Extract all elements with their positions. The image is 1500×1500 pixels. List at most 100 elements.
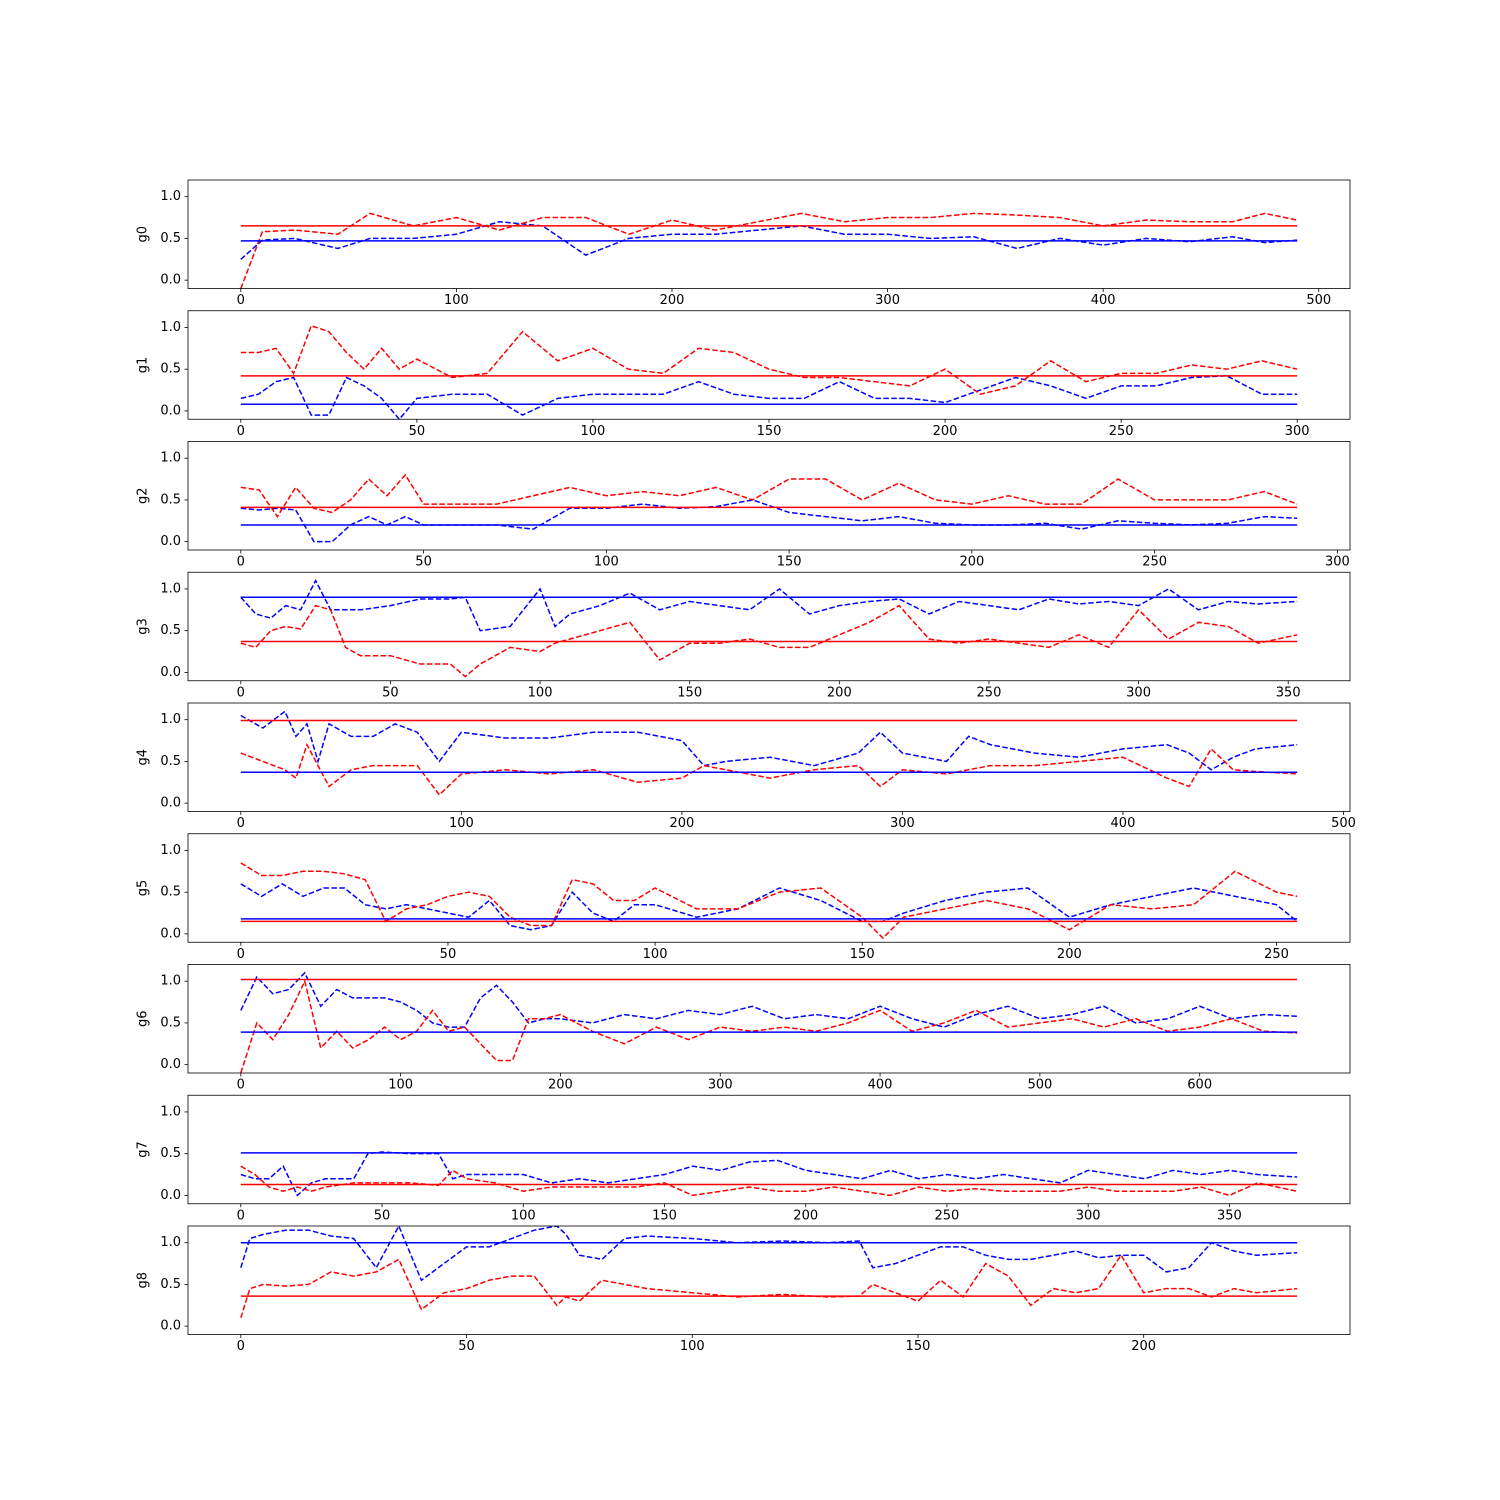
x-tick-label: 500	[1027, 1078, 1052, 1093]
axes-frame	[187, 1225, 1351, 1335]
y-tick-label: 0.5	[160, 885, 181, 900]
data-line	[240, 710, 1298, 771]
x-tick-label: 300	[1076, 1208, 1101, 1223]
x-tick-label: 300	[1325, 555, 1350, 570]
y-tick-label: 0.0	[160, 1319, 181, 1334]
plot-area	[240, 862, 1298, 940]
x-tick-label: 300	[1285, 424, 1310, 439]
y-axis-label: g7	[136, 1141, 151, 1158]
data-line	[240, 578, 1298, 632]
subplot: 0 50 100 150 200 250 0.0 0.5 1.0 g5	[136, 833, 1351, 962]
axes-frame	[187, 702, 1351, 812]
y-tick-label: 0.5	[160, 362, 181, 377]
x-tick-label: 0	[237, 947, 245, 962]
x-tick-label: 200	[959, 555, 984, 570]
x-tick-label: 0	[237, 555, 245, 570]
y-axis-label: g5	[136, 880, 151, 897]
x-tick-label: 100	[643, 947, 668, 962]
x-tick-label: 50	[440, 947, 457, 962]
x-tick-label: 0	[237, 816, 245, 831]
y-tick-label: 1.0	[160, 712, 181, 727]
y-tick-label: 0.5	[160, 754, 181, 769]
y-axis-label: g4	[136, 749, 151, 766]
y-tick-label: 0.0	[160, 1188, 181, 1203]
x-tick-label: 300	[1126, 685, 1151, 700]
data-line	[240, 971, 1298, 1028]
x-tick-label: 150	[906, 1339, 931, 1354]
x-tick-label: 300	[708, 1078, 733, 1093]
y-tick-label: 0.5	[160, 623, 181, 638]
y-tick-label: 1.0	[160, 1104, 181, 1119]
axes-frame	[187, 571, 1351, 682]
axes-frame	[187, 833, 1351, 943]
x-tick-label: 600	[1187, 1078, 1212, 1093]
x-tick-label: 50	[382, 685, 399, 700]
axes-frame	[187, 441, 1351, 551]
y-tick-label: 1.0	[160, 189, 181, 204]
plot-area	[240, 971, 1298, 1073]
y-axis-label: g0	[136, 226, 151, 243]
x-tick-label: 400	[1091, 293, 1116, 308]
x-tick-label: 100	[511, 1208, 536, 1223]
y-axis-label: g1	[136, 357, 151, 374]
x-tick-label: 100	[594, 555, 619, 570]
y-tick-label: 1.0	[160, 320, 181, 335]
x-tick-label: 50	[458, 1339, 475, 1354]
x-tick-label: 150	[757, 424, 782, 439]
x-tick-label: 200	[548, 1078, 573, 1093]
x-tick-label: 100	[581, 424, 606, 439]
x-tick-label: 150	[777, 555, 802, 570]
x-tick-label: 150	[677, 685, 702, 700]
y-tick-label: 0.0	[160, 796, 181, 811]
axes-frame	[187, 964, 1351, 1074]
x-tick-label: 400	[868, 1078, 893, 1093]
y-axis-label: g3	[136, 618, 151, 635]
x-tick-label: 300	[890, 816, 915, 831]
y-axis-label: g6	[136, 1010, 151, 1027]
y-tick-label: 0.5	[160, 1277, 181, 1292]
x-tick-label: 0	[237, 1208, 245, 1223]
y-tick-label: 0.0	[160, 403, 181, 418]
data-line	[240, 978, 1298, 1073]
subplot: 0 100 200 300 400 500 0.0 0.5 1.0 g0	[136, 179, 1351, 308]
x-tick-label: 350	[1217, 1208, 1242, 1223]
x-tick-label: 250	[1109, 424, 1134, 439]
data-line	[240, 324, 1298, 396]
y-axis-label: g8	[136, 1272, 151, 1289]
data-line	[240, 1253, 1298, 1319]
x-tick-label: 0	[237, 1078, 245, 1093]
x-tick-label: 0	[237, 685, 245, 700]
data-line	[240, 499, 1298, 543]
x-tick-label: 250	[977, 685, 1002, 700]
y-tick-label: 1.0	[160, 843, 181, 858]
y-tick-label: 0.5	[160, 492, 181, 507]
data-line	[240, 375, 1298, 420]
data-line	[240, 882, 1298, 931]
y-tick-label: 1.0	[160, 974, 181, 989]
plot-area	[240, 578, 1298, 678]
subplot: 0 50 100 150 200 250 300 0.0 0.5 1.0 g2	[136, 441, 1351, 570]
x-tick-label: 200	[660, 293, 685, 308]
data-line	[240, 1165, 1298, 1197]
x-tick-label: 400	[1111, 816, 1136, 831]
x-tick-label: 200	[933, 424, 958, 439]
x-tick-label: 0	[237, 424, 245, 439]
subplot: 0 100 200 300 400 500 600 0.0 0.5 1.0 g6	[136, 964, 1351, 1093]
plot-area	[240, 1226, 1298, 1319]
x-tick-label: 0	[237, 293, 245, 308]
plot-area	[240, 212, 1298, 289]
y-tick-label: 1.0	[160, 1235, 181, 1250]
subplot: 0 50 100 150 200 250 300 350 0.0 0.5 1.0 g7	[136, 1094, 1351, 1223]
x-tick-label: 0	[237, 1339, 245, 1354]
y-tick-label: 0.0	[160, 534, 181, 549]
x-tick-label: 500	[1331, 816, 1356, 831]
x-tick-label: 50	[409, 424, 426, 439]
x-tick-label: 150	[850, 947, 875, 962]
y-tick-label: 0.5	[160, 1146, 181, 1161]
subplot: 0 100 200 300 400 500 0.0 0.5 1.0 g4	[136, 702, 1356, 831]
y-tick-label: 1.0	[160, 451, 181, 466]
subplot: 0 50 100 150 200 250 300 350 0.0 0.5 1.0 g3	[136, 571, 1351, 700]
plot-area	[240, 473, 1298, 543]
x-tick-label: 300	[875, 293, 900, 308]
